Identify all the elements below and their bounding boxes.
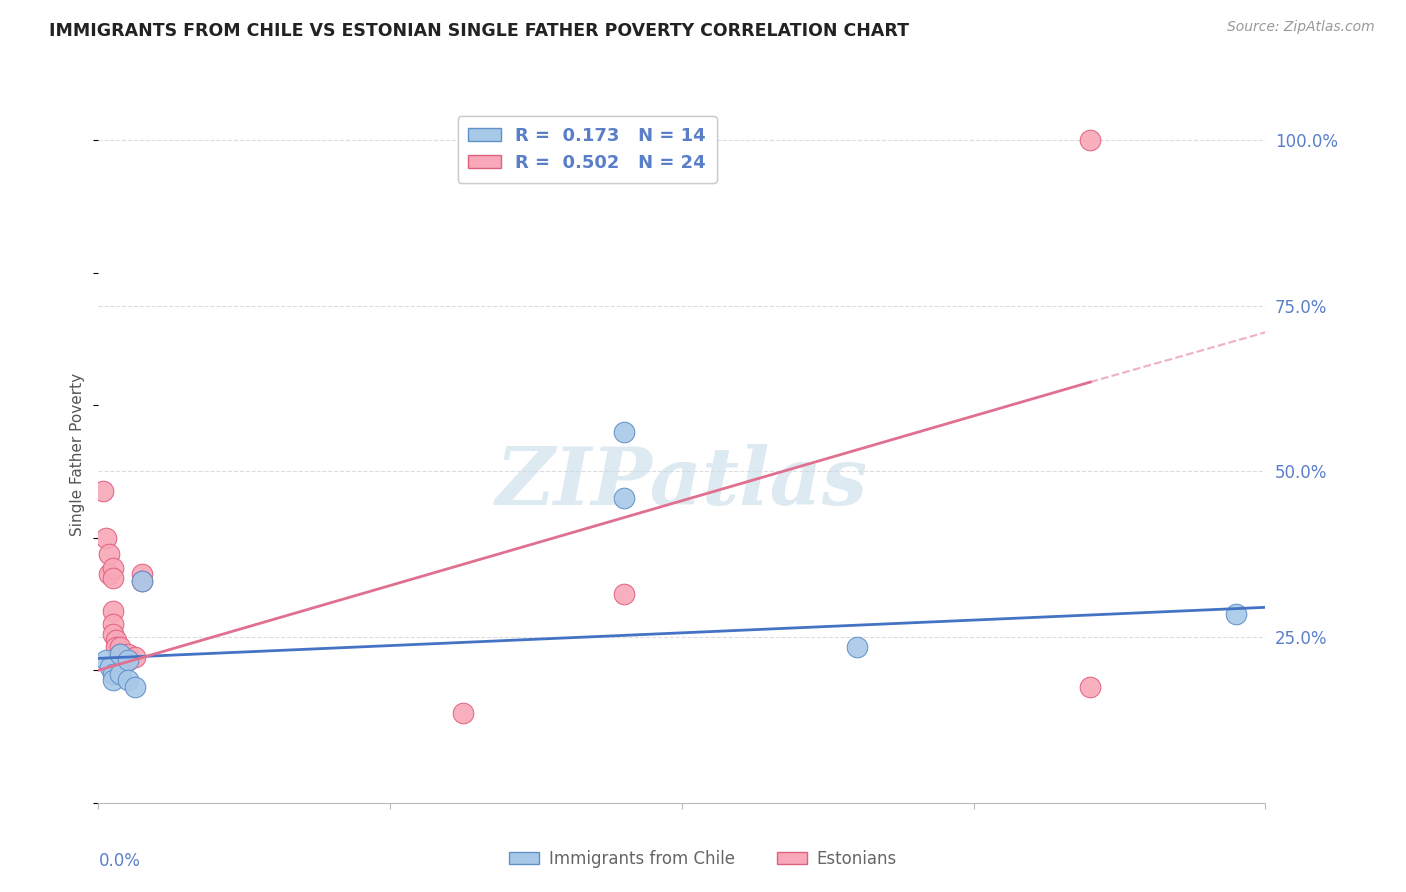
Point xyxy=(117,653,139,667)
Point xyxy=(104,633,127,648)
Text: IMMIGRANTS FROM CHILE VS ESTONIAN SINGLE FATHER POVERTY CORRELATION CHART: IMMIGRANTS FROM CHILE VS ESTONIAN SINGLE… xyxy=(49,22,910,40)
Point xyxy=(1225,607,1247,621)
Point xyxy=(131,574,153,588)
Text: Source: ZipAtlas.com: Source: ZipAtlas.com xyxy=(1227,20,1375,34)
Point xyxy=(612,491,634,505)
Point xyxy=(101,604,124,618)
Point xyxy=(101,627,124,641)
Point xyxy=(97,547,120,561)
Point xyxy=(124,680,146,694)
Point xyxy=(104,640,127,654)
Point xyxy=(101,673,124,688)
Point xyxy=(94,653,117,667)
Text: ZIPatlas: ZIPatlas xyxy=(496,444,868,522)
Point xyxy=(101,570,124,584)
Point xyxy=(1080,133,1102,147)
Legend: Immigrants from Chile, Estonians: Immigrants from Chile, Estonians xyxy=(502,844,904,875)
Text: 0.0%: 0.0% xyxy=(98,852,141,870)
Point xyxy=(110,647,132,661)
Point xyxy=(117,653,139,667)
Point xyxy=(101,616,124,631)
Point xyxy=(97,567,120,582)
Point xyxy=(110,666,132,681)
Point xyxy=(131,574,153,588)
Point xyxy=(101,560,124,574)
Point xyxy=(612,587,634,601)
Point xyxy=(91,484,114,499)
Point xyxy=(110,647,132,661)
Legend: R =  0.173   N = 14, R =  0.502   N = 24: R = 0.173 N = 14, R = 0.502 N = 24 xyxy=(457,116,717,183)
Point xyxy=(110,640,132,654)
Point xyxy=(124,650,146,665)
Point xyxy=(117,673,139,688)
Point xyxy=(451,706,474,721)
Point xyxy=(117,647,139,661)
Point xyxy=(94,531,117,545)
Y-axis label: Single Father Poverty: Single Father Poverty xyxy=(70,374,86,536)
Point xyxy=(131,567,153,582)
Point xyxy=(98,660,121,674)
Point xyxy=(846,640,869,654)
Point xyxy=(612,425,634,439)
Point xyxy=(117,653,139,667)
Point xyxy=(1080,680,1102,694)
Point xyxy=(101,666,124,681)
